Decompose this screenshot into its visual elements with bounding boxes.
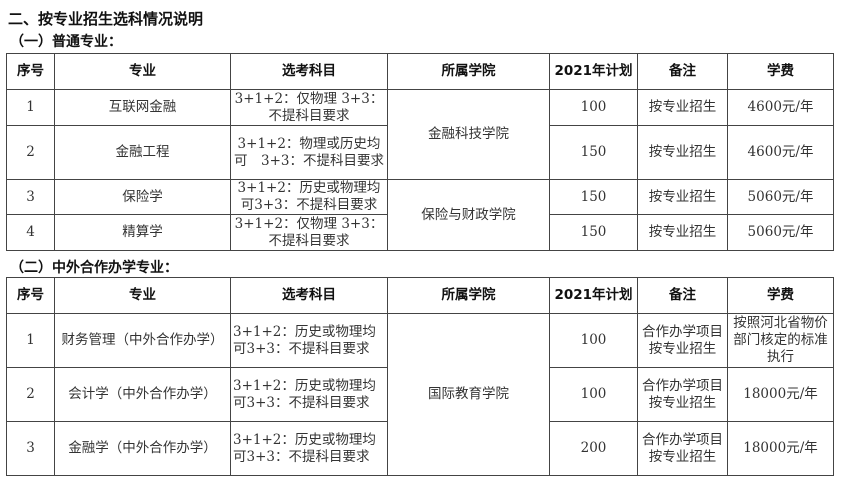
major: 金融学（中外合作办学） (54, 421, 231, 476)
section2-label: （二）中外合作办学专业： (10, 260, 178, 276)
row-number: 2 (6, 125, 55, 180)
header-cell: 专业 (54, 277, 231, 314)
table-row: 2 会计学（中外合作办学） 3+1+2：历史或物理均可3+3：不提科目要求 10… (6, 367, 834, 422)
note: 按专业招生 (637, 89, 728, 126)
plan: 200 (549, 421, 638, 476)
header-cell: 所属学院 (387, 277, 550, 314)
college: 金融科技学院 (387, 89, 550, 180)
row-number: 3 (6, 421, 55, 476)
note: 按专业招生 (637, 125, 728, 180)
table-row: 2 金融工程 3+1+2：物理或历史均可 3+3：不提科目要求 150 按专业招… (6, 125, 834, 180)
plan: 100 (549, 313, 638, 368)
subjects: 3+1+2：仅物理 3+3：不提科目要求 (230, 214, 388, 251)
header-cell: 序号 (6, 277, 55, 314)
header-cell: 所属学院 (387, 53, 550, 90)
header-cell: 2021年计划 (549, 277, 638, 314)
note: 按专业招生 (637, 214, 728, 251)
fee: 4600元/年 (727, 125, 834, 180)
table-header-row: 序号 专业 选考科目 所属学院 2021年计划 备注 学费 (6, 277, 834, 314)
plan: 100 (549, 89, 638, 126)
header-cell: 学费 (727, 277, 834, 314)
subjects: 3+1+2：物理或历史均可 3+3：不提科目要求 (230, 125, 388, 180)
header-cell: 选考科目 (230, 53, 388, 90)
plan: 100 (549, 367, 638, 422)
row-number: 4 (6, 214, 55, 251)
major: 互联网金融 (54, 89, 231, 126)
subjects: 3+1+2：仅物理 3+3：不提科目要求 (230, 89, 388, 126)
header-cell: 序号 (6, 53, 55, 90)
fee: 按照河北省物价部门核定的标准执行 (727, 313, 834, 368)
regular-majors-table: 序号 专业 选考科目 所属学院 2021年计划 备注 学费 1 互联网金融 3+… (6, 53, 834, 251)
table-header-row: 序号 专业 选考科目 所属学院 2021年计划 备注 学费 (6, 53, 834, 90)
subjects: 3+1+2：历史或物理均可3+3：不提科目要求 (230, 367, 388, 422)
fee: 18000元/年 (727, 367, 834, 422)
table-row: 1 财务管理（中外合作办学） 3+1+2：历史或物理均可3+3：不提科目要求 国… (6, 313, 834, 476)
major: 精算学 (54, 214, 231, 251)
page-title: 二、按专业招生选科情况说明 (8, 10, 204, 28)
plan: 150 (549, 179, 638, 215)
fee: 5060元/年 (727, 179, 834, 215)
section1-label: （一）普通专业： (10, 34, 122, 50)
major: 保险学 (54, 179, 231, 215)
subjects: 3+1+2：历史或物理均可3+3：不提科目要求 (230, 421, 388, 476)
fee: 4600元/年 (727, 89, 834, 126)
note: 合作办学项目 按专业招生 (637, 313, 728, 368)
plan: 150 (549, 214, 638, 251)
college: 保险与财政学院 (387, 179, 550, 251)
row-number: 1 (6, 313, 55, 368)
major: 金融工程 (54, 125, 231, 180)
table-row: 3 保险学 3+1+2：历史或物理均可3+3：不提科目要求 保险与财政学院 15… (6, 179, 834, 251)
joint-programs-table: 序号 专业 选考科目 所属学院 2021年计划 备注 学费 1 财务管理（中外合… (6, 277, 834, 476)
note: 按专业招生 (637, 179, 728, 215)
row-number: 3 (6, 179, 55, 215)
header-cell: 备注 (637, 277, 728, 314)
subjects: 3+1+2：历史或物理均可3+3：不提科目要求 (230, 313, 388, 368)
table-row: 1 互联网金融 3+1+2：仅物理 3+3：不提科目要求 金融科技学院 100 … (6, 89, 834, 180)
header-cell: 专业 (54, 53, 231, 90)
header-cell: 学费 (727, 53, 834, 90)
note: 合作办学项目 按专业招生 (637, 421, 728, 476)
table-row: 3 金融学（中外合作办学） 3+1+2：历史或物理均可3+3：不提科目要求 20… (6, 421, 834, 476)
row-number: 2 (6, 367, 55, 422)
note: 合作办学项目 按专业招生 (637, 367, 728, 422)
table-row: 4 精算学 3+1+2：仅物理 3+3：不提科目要求 150 按专业招生 506… (6, 214, 834, 251)
header-cell: 备注 (637, 53, 728, 90)
fee: 5060元/年 (727, 214, 834, 251)
header-cell: 选考科目 (230, 277, 388, 314)
major: 会计学（中外合作办学） (54, 367, 231, 422)
header-cell: 2021年计划 (549, 53, 638, 90)
fee: 18000元/年 (727, 421, 834, 476)
major: 财务管理（中外合作办学） (54, 313, 231, 368)
college: 国际教育学院 (387, 313, 550, 476)
row-number: 1 (6, 89, 55, 126)
subjects: 3+1+2：历史或物理均可3+3：不提科目要求 (230, 179, 388, 215)
plan: 150 (549, 125, 638, 180)
